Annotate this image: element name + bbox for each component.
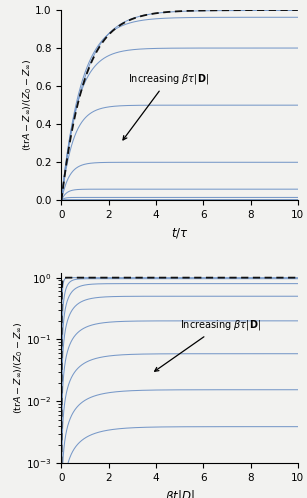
X-axis label: $t/\tau$: $t/\tau$ <box>171 226 188 240</box>
Y-axis label: $(\mathrm{tr}A - Z_\infty)/(Z_0 - Z_\infty)$: $(\mathrm{tr}A - Z_\infty)/(Z_0 - Z_\inf… <box>12 322 25 414</box>
Text: Increasing $\beta\tau|\mathbf{D}|$: Increasing $\beta\tau|\mathbf{D}|$ <box>123 72 209 140</box>
Text: Increasing $\beta\tau|\mathbf{D}|$: Increasing $\beta\tau|\mathbf{D}|$ <box>155 318 261 371</box>
Y-axis label: $(\mathrm{tr}A - Z_\infty)/(Z_0 - Z_\infty)$: $(\mathrm{tr}A - Z_\infty)/(Z_0 - Z_\inf… <box>21 59 34 151</box>
X-axis label: $\beta t|D|$: $\beta t|D|$ <box>165 489 194 498</box>
